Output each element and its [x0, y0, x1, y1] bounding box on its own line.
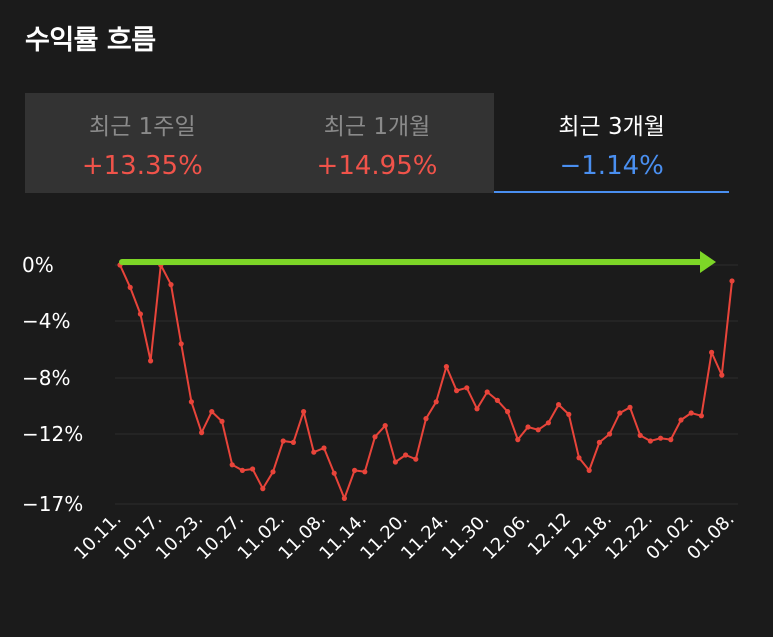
data-point: [586, 467, 592, 473]
data-point: [647, 438, 654, 444]
data-point: [607, 431, 613, 437]
y-tick-label: −12%: [22, 422, 83, 446]
y-tick-label: −4%: [22, 309, 71, 333]
arrow-head-icon: [700, 251, 716, 273]
data-point: [433, 399, 439, 405]
data-point: [280, 438, 286, 444]
data-point: [362, 469, 368, 475]
x-tick-label: 12.06.: [479, 509, 534, 564]
data-point: [719, 372, 725, 378]
data-point: [239, 467, 245, 473]
tab-3-months[interactable]: 최근 3개월 −1.14%: [494, 93, 730, 193]
data-point: [566, 411, 572, 417]
data-point: [403, 452, 409, 458]
tab-1-month[interactable]: 최근 1개월 +14.95%: [259, 93, 495, 193]
data-point: [413, 456, 419, 462]
tab-label: 최근 1주일: [89, 114, 196, 140]
data-point: [392, 459, 398, 465]
data-point: [423, 416, 429, 422]
data-point: [148, 358, 154, 364]
data-point: [382, 423, 388, 429]
data-point: [617, 410, 623, 416]
data-point: [658, 435, 664, 441]
data-point: [209, 409, 215, 415]
data-point: [137, 311, 143, 317]
tab-return-value: +14.95%: [316, 151, 438, 181]
data-point: [474, 406, 480, 412]
tab-label: 최근 1개월: [323, 114, 431, 140]
data-point: [637, 432, 643, 438]
data-point: [505, 409, 511, 415]
data-point: [678, 417, 684, 423]
y-tick-label: 0%: [22, 253, 54, 277]
data-point: [250, 466, 256, 472]
data-point: [464, 385, 470, 391]
data-point: [535, 427, 541, 433]
data-point: [372, 434, 378, 440]
period-tabs: 최근 1주일 +13.35% 최근 1개월 +14.95% 최근 3개월 −1.…: [25, 93, 730, 193]
data-point: [260, 486, 266, 492]
data-point: [688, 410, 694, 416]
data-point: [168, 282, 174, 288]
data-point: [188, 399, 194, 405]
data-point: [331, 470, 337, 476]
tab-label: 최근 3개월: [558, 114, 665, 140]
series-line: [119, 264, 733, 500]
tab-return-value: +13.35%: [81, 151, 203, 181]
data-point: [270, 469, 276, 475]
y-tick-label: −8%: [22, 366, 71, 390]
data-point: [321, 445, 327, 451]
tab-1-week[interactable]: 최근 1주일 +13.35%: [25, 93, 260, 193]
page-title: 수익률 흐름: [25, 25, 156, 56]
data-point: [311, 449, 317, 455]
data-point: [301, 409, 307, 415]
data-point: [545, 420, 552, 426]
data-point: [352, 467, 358, 473]
data-point: [627, 404, 633, 410]
data-point: [698, 413, 705, 419]
y-tick-label: −17%: [22, 492, 83, 516]
data-point: [484, 389, 490, 395]
x-tick-label: 01.08.: [683, 509, 738, 564]
tab-return-value: −1.14%: [559, 151, 664, 181]
active-tab-underline: [494, 191, 730, 193]
data-point: [199, 430, 205, 436]
data-point: [443, 364, 449, 370]
data-point: [556, 402, 562, 408]
data-point: [729, 278, 735, 284]
data-point: [494, 397, 500, 403]
data-point: [668, 437, 674, 443]
data-point: [515, 437, 521, 443]
data-point: [127, 284, 133, 290]
data-point: [709, 349, 715, 355]
data-point: [454, 388, 460, 394]
data-point: [341, 495, 347, 501]
data-point: [525, 424, 531, 430]
data-point: [596, 439, 603, 445]
data-point: [229, 462, 235, 468]
data-point: [219, 418, 225, 424]
data-point: [290, 439, 296, 445]
data-point: [178, 341, 184, 347]
data-point: [576, 455, 582, 461]
